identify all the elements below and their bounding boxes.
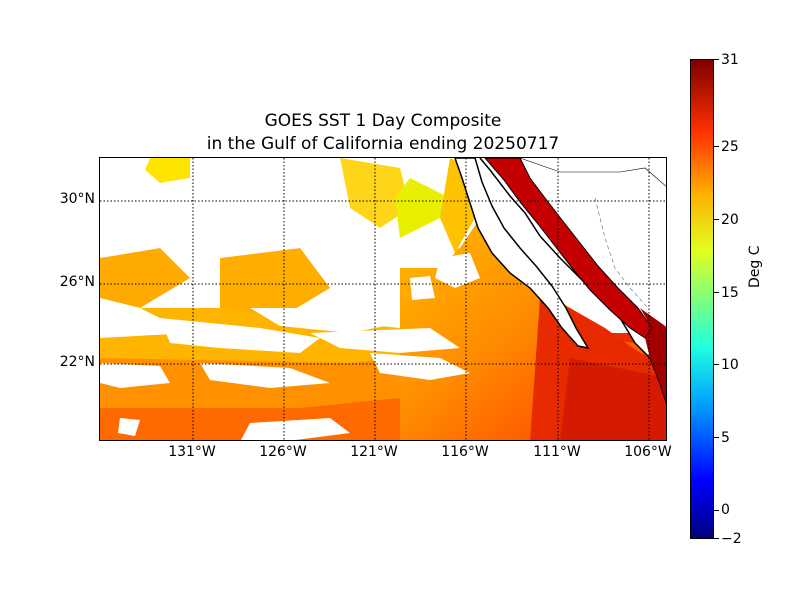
graticule <box>100 158 666 440</box>
colorbar-tick <box>714 510 719 511</box>
border-line <box>519 158 666 187</box>
sst-map <box>99 157 667 441</box>
lat-label-26n: 26°N <box>59 274 95 290</box>
mainland-coastal-water <box>640 308 666 402</box>
colorbar-unit-label: Deg C <box>747 245 763 288</box>
colorbar <box>690 59 714 539</box>
lon-label-111w: 111°W <box>533 444 581 460</box>
lon-label-121w: 121°W <box>350 444 398 460</box>
colorbar-tick <box>714 437 719 438</box>
lon-label-126w: 126°W <box>259 444 307 460</box>
lat-label-22n: 22°N <box>59 354 95 370</box>
lon-label-131w: 131°W <box>168 444 216 460</box>
lon-label-106w: 106°W <box>624 444 672 460</box>
colorbar-tick <box>714 146 719 147</box>
colorbar-label-31: 31 <box>721 52 739 68</box>
state-boundary <box>594 197 649 309</box>
lat-label-30n: 30°N <box>59 191 95 207</box>
sst-map-canvas <box>100 158 666 440</box>
colorbar-tick <box>714 219 719 220</box>
colorbar-label-5: 5 <box>721 430 730 446</box>
colorbar-tick <box>714 59 719 60</box>
chart-title-line-2: in the Gulf of California ending 2025071… <box>206 134 560 154</box>
colorbar-tick <box>714 538 719 539</box>
colorbar-label-neg2: −2 <box>721 531 742 547</box>
colorbar-label-25: 25 <box>721 139 739 155</box>
colorbar-tick <box>714 292 719 293</box>
chart-title-line-1: GOES SST 1 Day Composite <box>264 111 502 131</box>
cloud-mask <box>100 158 480 440</box>
landmass <box>454 158 666 405</box>
colorbar-label-20: 20 <box>721 212 739 228</box>
lon-label-116w: 116°W <box>441 444 489 460</box>
colorbar-label-15: 15 <box>721 285 739 301</box>
colorbar-label-0: 0 <box>721 502 730 518</box>
colorbar-label-10: 10 <box>721 357 739 373</box>
colorbar-tick <box>714 364 719 365</box>
